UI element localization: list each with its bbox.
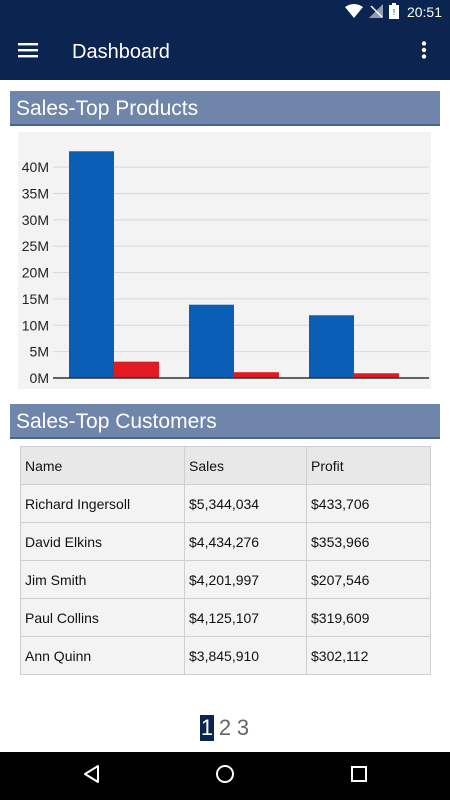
cell-sales: $3,845,910 bbox=[184, 636, 307, 675]
overflow-menu-button[interactable] bbox=[406, 34, 442, 70]
status-bar: ! 20:51 bbox=[0, 0, 450, 24]
y-tick-label: 0M bbox=[30, 370, 49, 386]
y-tick-label: 20M bbox=[22, 265, 49, 281]
page-title: Dashboard bbox=[72, 41, 170, 63]
column-header-profit[interactable]: Profit bbox=[306, 446, 431, 485]
products-bar-chart: 0M 5M 10M 15M 20M 25M 30M 35M 40M bbox=[22, 151, 429, 386]
cell-profit: $302,112 bbox=[306, 636, 431, 675]
bar bbox=[189, 304, 234, 378]
signal-off-icon bbox=[368, 3, 383, 21]
bar bbox=[69, 151, 114, 378]
y-tick-label: 35M bbox=[22, 185, 49, 201]
cell-profit: $319,609 bbox=[306, 598, 431, 637]
table-row[interactable]: Ann Quinn $3,845,910 $302,112 bbox=[20, 636, 431, 675]
back-triangle-icon bbox=[82, 764, 100, 789]
page-3-link[interactable]: 3 bbox=[236, 715, 250, 740]
bar bbox=[234, 372, 279, 378]
y-tick-label: 10M bbox=[22, 317, 49, 333]
cell-profit: $433,706 bbox=[306, 484, 431, 523]
table-row[interactable]: Paul Collins $4,125,107 $319,609 bbox=[20, 598, 431, 637]
recents-square-icon bbox=[350, 765, 368, 788]
cell-name: Jim Smith bbox=[20, 560, 185, 599]
hamburger-menu-icon bbox=[18, 42, 38, 63]
home-button[interactable] bbox=[213, 764, 237, 788]
y-tick-label: 15M bbox=[22, 291, 49, 307]
table-row[interactable]: David Elkins $4,434,276 $353,966 bbox=[20, 522, 431, 561]
cell-profit: $207,546 bbox=[306, 560, 431, 599]
app-bar: Dashboard bbox=[0, 24, 450, 80]
menu-button[interactable] bbox=[10, 34, 46, 70]
table-header-row: Name Sales Profit bbox=[20, 446, 431, 485]
cell-profit: $353,966 bbox=[306, 522, 431, 561]
customers-section-header: Sales-Top Customers bbox=[10, 404, 440, 439]
home-circle-icon bbox=[215, 764, 235, 789]
products-chart: 0M 5M 10M 15M 20M 25M 30M 35M 40M bbox=[18, 132, 431, 389]
y-tick-label: 40M bbox=[22, 159, 49, 175]
cell-name: David Elkins bbox=[20, 522, 185, 561]
y-tick-label: 5M bbox=[30, 344, 49, 360]
products-section-header: Sales-Top Products bbox=[10, 91, 440, 126]
cell-name: Richard Ingersoll bbox=[20, 484, 185, 523]
cell-sales: $4,125,107 bbox=[184, 598, 307, 637]
page-2-link[interactable]: 2 bbox=[218, 715, 232, 740]
y-tick-label: 25M bbox=[22, 238, 49, 254]
svg-text:!: ! bbox=[393, 8, 395, 17]
page-indicator: 1 2 3 bbox=[0, 713, 450, 743]
page-1-link[interactable]: 1 bbox=[200, 715, 214, 741]
wifi-icon bbox=[344, 3, 363, 21]
back-button[interactable] bbox=[79, 764, 103, 788]
table-row[interactable]: Jim Smith $4,201,997 $207,546 bbox=[20, 560, 431, 599]
cell-sales: $4,201,997 bbox=[184, 560, 307, 599]
cell-name: Paul Collins bbox=[20, 598, 185, 637]
bar bbox=[354, 373, 399, 378]
battery-icon: ! bbox=[388, 2, 399, 22]
y-tick-label: 30M bbox=[22, 212, 49, 228]
table-row[interactable]: Richard Ingersoll $5,344,034 $433,706 bbox=[20, 484, 431, 523]
bar bbox=[114, 361, 159, 378]
cell-sales: $4,434,276 bbox=[184, 522, 307, 561]
bar bbox=[309, 315, 354, 378]
customers-table: Name Sales Profit Richard Ingersoll $5,3… bbox=[20, 446, 431, 675]
more-vert-icon bbox=[421, 40, 427, 64]
cell-name: Ann Quinn bbox=[20, 636, 185, 675]
recents-button[interactable] bbox=[347, 764, 371, 788]
status-icons: ! 20:51 bbox=[344, 2, 442, 22]
column-header-sales[interactable]: Sales bbox=[184, 446, 307, 485]
column-header-name[interactable]: Name bbox=[20, 446, 185, 485]
system-nav-bar bbox=[0, 752, 450, 800]
status-time: 20:51 bbox=[406, 4, 442, 20]
cell-sales: $5,344,034 bbox=[184, 484, 307, 523]
